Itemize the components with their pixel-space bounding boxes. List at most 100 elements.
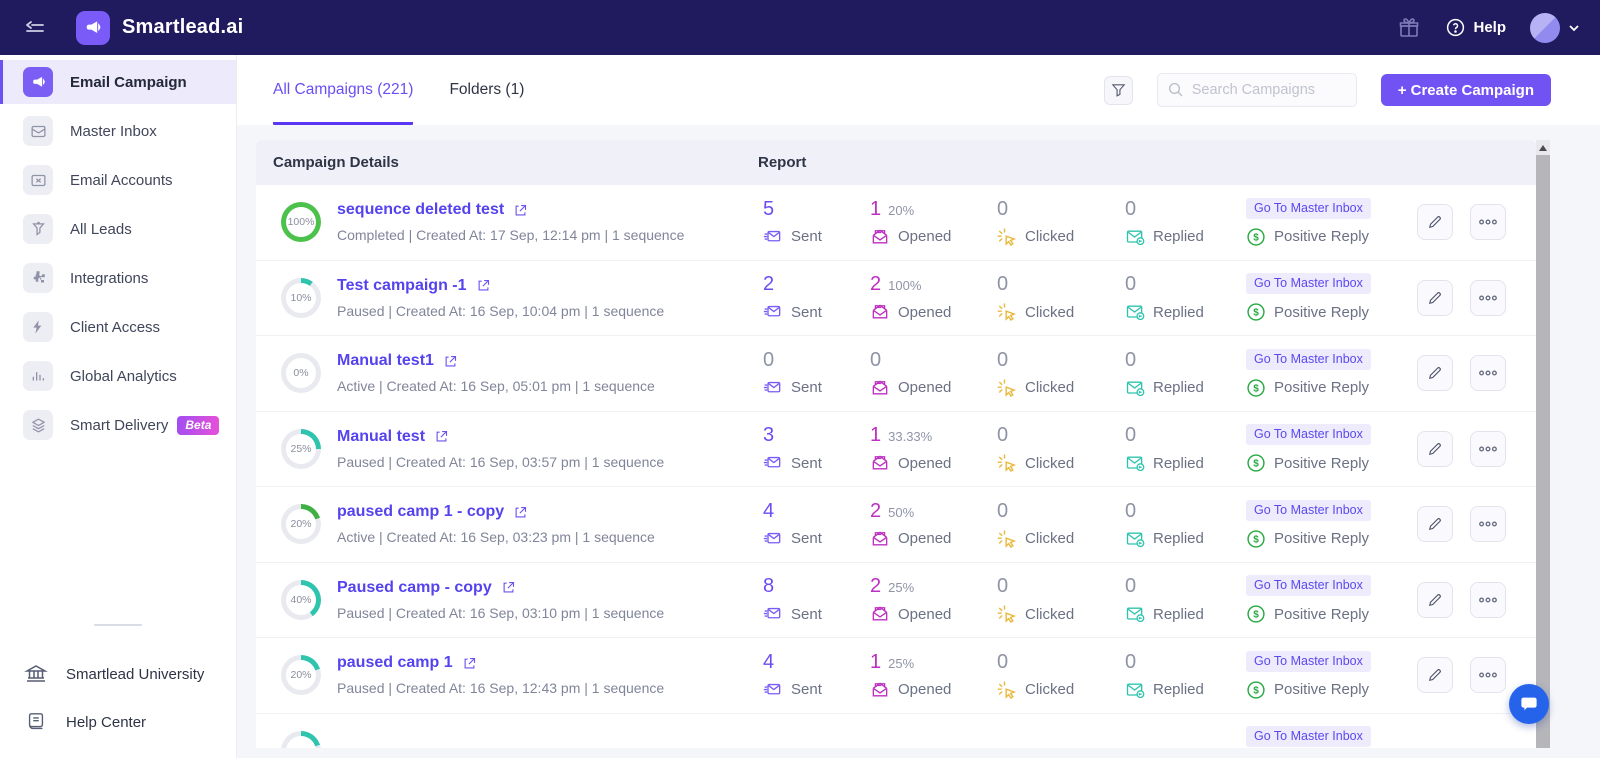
search-input[interactable]	[1156, 73, 1357, 107]
sidebar-divider	[94, 624, 142, 626]
sidebar: Email Campaign Master Inbox Email Accoun…	[0, 55, 237, 758]
row-menu-button[interactable]	[1470, 506, 1506, 543]
sent-envelope-icon	[763, 227, 783, 247]
external-link-icon[interactable]	[501, 580, 516, 595]
pencil-icon	[1428, 669, 1441, 682]
row-menu-button[interactable]	[1470, 657, 1506, 694]
clicked-count: 0	[997, 273, 1009, 296]
gift-icon[interactable]	[1397, 16, 1421, 40]
click-spark-icon	[997, 302, 1017, 322]
brand: Smartlead.ai	[76, 10, 244, 45]
replied-count: 0	[1125, 650, 1137, 673]
campaign-name-link[interactable]: Manual test	[337, 427, 426, 445]
three-dots-icon	[1479, 597, 1497, 603]
sidebar-item-email-accounts[interactable]: Email Accounts	[0, 158, 236, 202]
opened-label: Opened	[898, 681, 952, 699]
progress-ring: 0%	[281, 353, 321, 394]
stat-replied: 0 Replied	[1125, 575, 1246, 624]
table-row: 20% paused camp 1 - copy Active | Create…	[256, 487, 1536, 563]
sidebar-item-email-campaign[interactable]: Email Campaign	[0, 60, 236, 104]
edit-campaign-button[interactable]	[1417, 355, 1453, 392]
stat-replied: 0 Replied	[1125, 198, 1246, 247]
external-link-icon[interactable]	[513, 505, 528, 520]
clicked-label: Clicked	[1025, 303, 1075, 321]
sent-envelope-icon	[763, 302, 783, 322]
account-menu[interactable]	[1530, 12, 1580, 43]
edit-campaign-button[interactable]	[1417, 204, 1453, 241]
campaign-name-link[interactable]: Paused camp - copy	[337, 578, 492, 596]
table-row: 40% Paused camp - copy Paused | Created …	[256, 562, 1536, 638]
click-spark-icon	[997, 378, 1017, 398]
campaign-name-link[interactable]: Manual test1	[337, 352, 434, 370]
progress-ring: 25%	[281, 428, 321, 469]
sidebar-item-help-center[interactable]: Help Center	[0, 698, 236, 746]
column-header-campaign-details: Campaign Details	[273, 154, 399, 171]
sidebar-item-integrations[interactable]: Integrations	[0, 256, 236, 300]
stat-replied: 0 Replied	[1125, 273, 1246, 322]
sidebar-item-label: Email Campaign	[70, 73, 187, 91]
go-to-master-inbox-badge[interactable]: Go To Master Inbox	[1246, 348, 1371, 370]
chat-widget-button[interactable]	[1509, 684, 1549, 724]
table-row: 100% sequence deleted test Completed | C…	[256, 185, 1536, 261]
sidebar-item-master-inbox[interactable]: Master Inbox	[0, 109, 236, 153]
clicked-count: 0	[997, 424, 1009, 447]
go-to-master-inbox-badge[interactable]: Go To Master Inbox	[1246, 197, 1371, 219]
table-scrollbar[interactable]	[1536, 140, 1550, 748]
tab-all-campaigns[interactable]: All Campaigns (221)	[273, 55, 414, 125]
scrollbar-up-arrow[interactable]	[1536, 140, 1550, 155]
sent-label: Sent	[791, 454, 822, 472]
row-menu-button[interactable]	[1470, 204, 1506, 241]
go-to-master-inbox-badge[interactable]: Go To Master Inbox	[1246, 499, 1371, 521]
replied-label: Replied	[1153, 379, 1204, 397]
three-dots-icon	[1479, 446, 1497, 452]
row-menu-button[interactable]	[1470, 279, 1506, 316]
edit-campaign-button[interactable]	[1417, 581, 1453, 618]
collapse-sidebar-icon[interactable]	[20, 13, 50, 43]
opened-envelope-icon	[870, 453, 890, 473]
mail-accounts-icon	[23, 165, 53, 195]
create-campaign-button[interactable]: + Create Campaign	[1380, 74, 1551, 106]
go-to-master-inbox-badge[interactable]: Go To Master Inbox	[1246, 650, 1371, 672]
external-link-icon[interactable]	[434, 429, 449, 444]
edit-campaign-button[interactable]	[1417, 506, 1453, 543]
sidebar-item-smartlead-university[interactable]: Smartlead University	[0, 650, 236, 698]
edit-campaign-button[interactable]	[1417, 430, 1453, 467]
edit-campaign-button[interactable]	[1417, 657, 1453, 694]
sidebar-item-smart-delivery[interactable]: Smart Delivery Beta	[0, 403, 236, 447]
campaigns-toolbar: All Campaigns (221) Folders (1) + Create…	[237, 55, 1600, 125]
campaign-name-link[interactable]: sequence deleted test	[337, 201, 505, 219]
campaign-name-link[interactable]: paused camp 1 - copy	[337, 503, 505, 521]
edit-campaign-button[interactable]	[1417, 279, 1453, 316]
go-to-master-inbox-badge[interactable]: Go To Master Inbox	[1246, 273, 1371, 295]
scrollbar-thumb[interactable]	[1536, 155, 1550, 748]
campaign-name-link[interactable]: Test campaign -1	[337, 276, 467, 294]
progress-value: 20%	[290, 518, 312, 531]
progress-ring: 10%	[281, 277, 321, 318]
opened-envelope-icon	[870, 227, 890, 247]
external-link-icon[interactable]	[476, 278, 491, 293]
column-header-report: Report	[758, 154, 807, 171]
sidebar-item-global-analytics[interactable]: Global Analytics	[0, 354, 236, 398]
sidebar-item-client-access[interactable]: Client Access	[0, 305, 236, 349]
campaign-name-link[interactable]: paused camp 1	[337, 654, 453, 672]
tab-folders[interactable]: Folders (1)	[449, 81, 525, 98]
go-to-master-inbox-badge[interactable]: Go To Master Inbox	[1246, 575, 1371, 597]
stat-sent: 5 Sent	[763, 198, 870, 247]
row-menu-button[interactable]	[1470, 355, 1506, 392]
help-icon	[1447, 18, 1465, 37]
external-link-icon[interactable]	[462, 656, 477, 671]
brand-name: Smartlead.ai	[122, 16, 244, 38]
filter-button[interactable]	[1103, 75, 1133, 105]
row-menu-button[interactable]	[1470, 430, 1506, 467]
external-link-icon[interactable]	[443, 354, 458, 369]
opened-count: 0	[870, 348, 882, 371]
row-menu-button[interactable]	[1470, 581, 1506, 618]
table-row: 10% Test campaign -1 Paused | Created At…	[256, 260, 1536, 336]
sidebar-item-all-leads[interactable]: All Leads	[0, 207, 236, 251]
go-to-master-inbox-badge[interactable]: Go To Master Inbox	[1246, 726, 1371, 748]
clicked-label: Clicked	[1025, 228, 1075, 246]
help-menu[interactable]: Help	[1445, 17, 1506, 38]
external-link-icon[interactable]	[513, 203, 528, 218]
stat-replied: 0 Replied	[1125, 651, 1246, 700]
go-to-master-inbox-badge[interactable]: Go To Master Inbox	[1246, 424, 1371, 446]
